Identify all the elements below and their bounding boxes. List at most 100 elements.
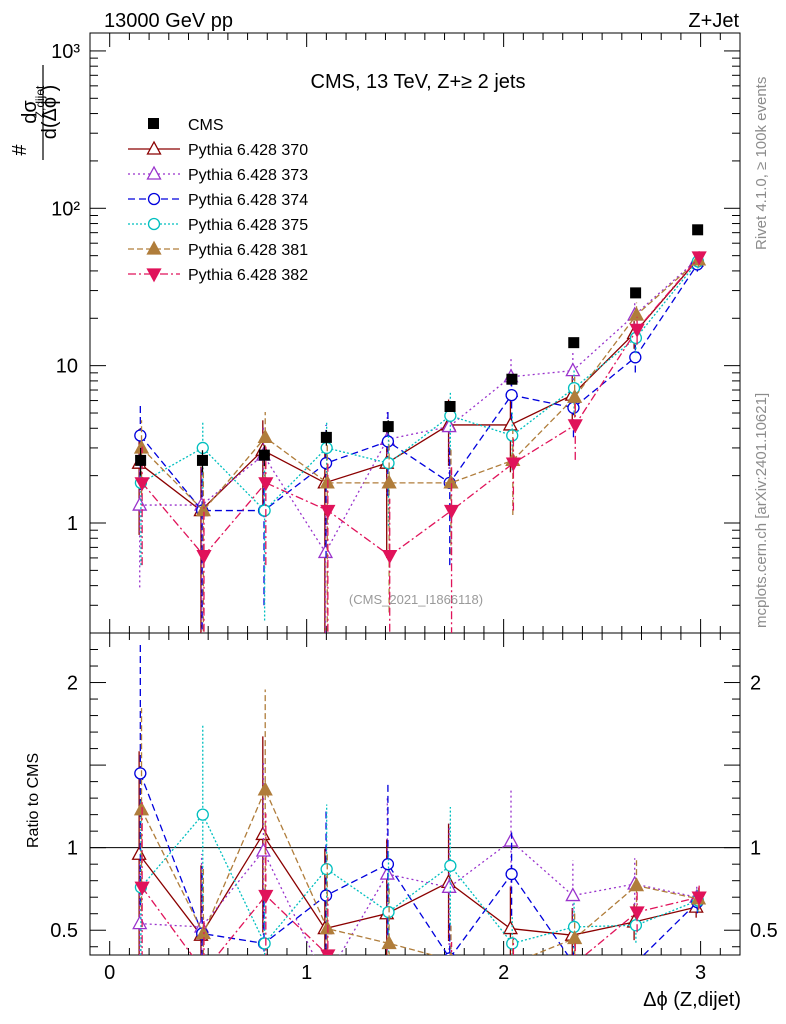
mc-point bbox=[258, 477, 274, 492]
data-point bbox=[568, 337, 580, 349]
mc-point bbox=[146, 240, 162, 255]
mc-point bbox=[134, 477, 150, 492]
y-tick-label: 10 bbox=[56, 356, 78, 378]
series-line bbox=[138, 260, 697, 512]
mc-point bbox=[502, 920, 519, 935]
mc-point bbox=[441, 418, 457, 433]
mc-point bbox=[258, 889, 274, 904]
mc-point bbox=[629, 351, 642, 364]
analysis-tag: (CMS_2021_I1866118) bbox=[349, 592, 483, 607]
mc-point bbox=[320, 504, 336, 519]
main-plot-area bbox=[131, 224, 707, 633]
mc-point bbox=[147, 192, 161, 206]
legend-label: Pythia 6.428 373 bbox=[188, 167, 308, 184]
legend-label: Pythia 6.428 381 bbox=[188, 242, 308, 259]
svg-text:dσ: dσ bbox=[19, 100, 41, 124]
header-process: Z+Jet bbox=[688, 10, 739, 32]
ratio-series-line bbox=[140, 788, 699, 955]
mc-point bbox=[381, 474, 397, 489]
ratio-y-tick-label-right: 1 bbox=[750, 838, 761, 860]
series-line bbox=[141, 256, 700, 557]
mc-point bbox=[197, 967, 210, 979]
mc-point bbox=[132, 915, 148, 930]
mc-point bbox=[319, 973, 332, 985]
mc-point bbox=[134, 429, 147, 442]
mc-point bbox=[444, 859, 457, 872]
legend-label: Pythia 6.428 382 bbox=[188, 267, 308, 284]
legend-label: Pythia 6.428 370 bbox=[188, 142, 308, 159]
mc-point bbox=[381, 935, 397, 950]
y-tick-label: 10² bbox=[51, 198, 80, 220]
series-line bbox=[141, 259, 699, 512]
legend-label: Pythia 6.428 375 bbox=[188, 217, 308, 234]
mc-point bbox=[147, 217, 161, 231]
data-point bbox=[258, 449, 270, 461]
data-point bbox=[196, 454, 208, 466]
data-point bbox=[382, 421, 394, 433]
mc-point bbox=[257, 429, 273, 444]
x-axis-label: Δϕ (Z,dijet) bbox=[643, 989, 741, 1011]
plot-title: CMS, 13 TeV, Z+≥ 2 jets bbox=[311, 71, 526, 93]
mc-point bbox=[505, 388, 518, 402]
mc-point bbox=[146, 268, 162, 283]
data-point bbox=[135, 454, 147, 466]
legend-label: Pythia 6.428 374 bbox=[188, 192, 308, 209]
ratio-series-line bbox=[138, 833, 697, 937]
mc-point bbox=[258, 937, 271, 950]
ratio-series-line bbox=[140, 813, 699, 945]
rivet-version-label: Rivet 4.1.0, ≥ 100k events bbox=[753, 77, 770, 250]
ratio-series-line bbox=[139, 773, 698, 955]
axes: 0 1 2 3 1 10 10² 10³ 0.5 0.5 1 1 2 2 bbox=[50, 33, 778, 984]
mc-point bbox=[319, 889, 333, 902]
y-tick-label: 1 bbox=[67, 513, 78, 535]
ratio-y-tick-label-right: 2 bbox=[750, 673, 761, 695]
x-tick-label: 3 bbox=[695, 962, 706, 984]
mc-point bbox=[502, 416, 519, 431]
mc-point bbox=[132, 496, 148, 511]
series-line bbox=[140, 260, 699, 512]
x-tick-label: 0 bbox=[104, 962, 115, 984]
svg-text:d(Δϕ ): d(Δϕ ) bbox=[39, 85, 61, 140]
mc-point bbox=[441, 878, 457, 893]
mc-point bbox=[691, 891, 707, 906]
ratio-y-tick-label: 1 bbox=[67, 838, 78, 860]
mc-point bbox=[146, 165, 162, 180]
mc-point bbox=[383, 983, 396, 995]
ratio-y-tick-label-right: 0.5 bbox=[750, 920, 778, 942]
ratio-series-line bbox=[141, 886, 700, 955]
x-tick-label: 1 bbox=[301, 962, 312, 984]
mc-point bbox=[568, 958, 579, 969]
mc-point bbox=[691, 251, 707, 266]
mcplots-label: mcplots.cern.ch [arXiv:2401.10621] bbox=[753, 393, 770, 628]
mc-point bbox=[255, 842, 272, 857]
legend-label-cms: CMS bbox=[188, 117, 224, 134]
ratio-series-line bbox=[139, 840, 697, 955]
y-axis-label: # dσ d(Δϕ ) Z,dijet bbox=[9, 65, 61, 160]
ratio-plot-area bbox=[131, 641, 707, 995]
series-line bbox=[139, 259, 698, 554]
data-point bbox=[692, 224, 704, 236]
mc-point bbox=[567, 388, 583, 403]
mc-point bbox=[445, 971, 458, 983]
svg-text:#: # bbox=[9, 144, 31, 156]
ratio-y-label: Ratio to CMS bbox=[25, 753, 42, 848]
mc-point bbox=[629, 323, 645, 338]
header-energy: 13000 GeV pp bbox=[104, 10, 233, 32]
mc-point bbox=[382, 550, 398, 565]
mc-point bbox=[629, 906, 645, 921]
mc-point bbox=[628, 306, 645, 321]
mc-point bbox=[131, 845, 147, 860]
mc-point bbox=[134, 881, 150, 896]
mc-point bbox=[565, 887, 581, 902]
mc-point bbox=[257, 781, 273, 796]
mc-point bbox=[565, 362, 581, 377]
data-point bbox=[506, 373, 518, 385]
data-point bbox=[320, 431, 332, 443]
mc-point bbox=[505, 867, 518, 881]
mc-point bbox=[320, 949, 336, 955]
mc-point bbox=[629, 919, 643, 932]
svg-text:Z,dijet: Z,dijet bbox=[33, 85, 47, 118]
mc-point bbox=[569, 958, 582, 970]
series-line bbox=[139, 264, 698, 512]
